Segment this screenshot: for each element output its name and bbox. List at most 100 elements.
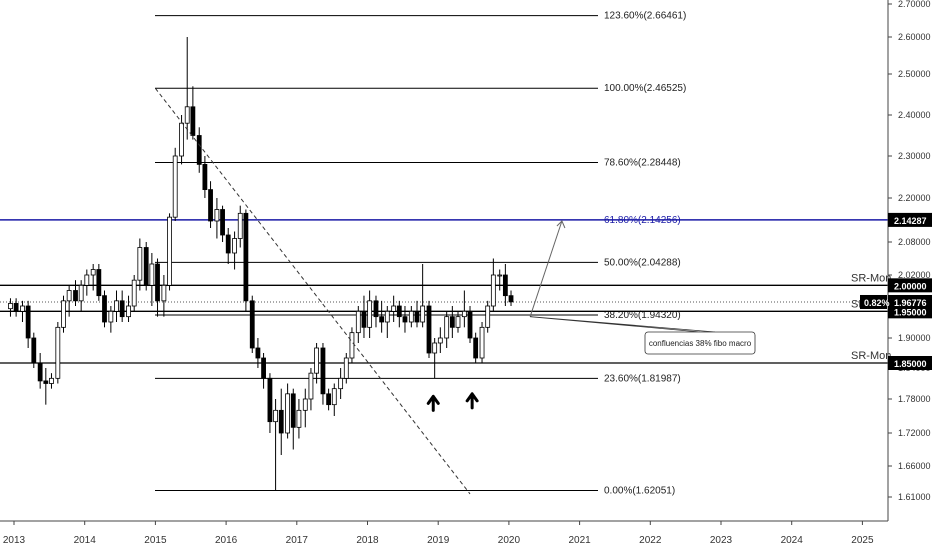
candle-body xyxy=(444,316,450,339)
candle xyxy=(143,242,149,291)
fib-label: 0.00%(1.62051) xyxy=(604,485,675,496)
candle-body xyxy=(190,106,196,136)
time-axis[interactable]: 2013 2014 2015 2016 2017 2018 2019 2020 2021 2022… xyxy=(0,520,888,546)
candle xyxy=(131,275,137,312)
annotation-box[interactable] xyxy=(644,331,756,355)
candle-body xyxy=(349,332,355,359)
candle xyxy=(167,213,172,291)
price-badges: 2.14287 2.00000 1.95000 1.85000 1.96776 0.82% xyxy=(860,212,932,370)
candle xyxy=(343,353,349,384)
candle-body xyxy=(161,284,167,302)
x-tick-label: 2014 xyxy=(74,535,97,546)
candle-body xyxy=(202,163,208,190)
candle xyxy=(473,332,479,363)
candle-body xyxy=(508,295,514,303)
candle-body xyxy=(414,310,420,323)
candle xyxy=(396,300,402,328)
candle xyxy=(402,306,408,333)
candle-body xyxy=(261,357,266,379)
candle xyxy=(338,368,344,399)
sr-badge-text: 1.85000 xyxy=(894,359,927,369)
candle xyxy=(84,269,90,296)
candle-body xyxy=(402,316,408,323)
y-tick-label: 2.20000 xyxy=(898,193,931,203)
candle xyxy=(285,383,291,439)
candle-body xyxy=(114,300,119,312)
candle xyxy=(449,306,455,338)
candle xyxy=(202,156,208,198)
candle xyxy=(414,300,420,328)
candle-body xyxy=(379,316,385,323)
y-tick-label: 2.30000 xyxy=(898,151,931,161)
y-tick-label: 2.08000 xyxy=(898,237,931,247)
candle-body xyxy=(267,377,273,423)
candle-body xyxy=(467,310,473,339)
sr-label: SR-Mon xyxy=(851,272,891,284)
candle-body xyxy=(126,305,131,318)
candle-body xyxy=(338,377,344,390)
candle xyxy=(55,322,61,384)
candle xyxy=(73,280,78,306)
candle xyxy=(220,205,225,242)
y-tick-label: 1.72000 xyxy=(898,428,931,438)
fib-label: 50.00%(2.04288) xyxy=(604,257,681,268)
candle-body xyxy=(43,380,49,384)
candle-body xyxy=(20,305,25,312)
candle xyxy=(184,37,190,140)
annotation-text: confluencias 38% fibo macro xyxy=(649,339,752,348)
candle-body xyxy=(290,393,296,428)
candle xyxy=(8,298,13,317)
projection-arrow xyxy=(529,220,563,317)
candle xyxy=(502,264,508,306)
candle-body xyxy=(220,209,225,236)
candle-body xyxy=(408,310,414,323)
candle-body xyxy=(37,362,43,382)
x-tick-label: 2018 xyxy=(356,535,379,546)
candle xyxy=(308,368,314,411)
current-price-badge-text: 1.96776 xyxy=(894,298,927,308)
candle xyxy=(208,181,213,228)
candle xyxy=(155,258,160,317)
candle xyxy=(373,295,379,328)
change-badge xyxy=(860,294,887,309)
candle xyxy=(13,298,19,317)
candle-body xyxy=(49,377,54,384)
candle-body xyxy=(73,290,78,302)
candle xyxy=(267,373,273,433)
candle-body xyxy=(273,409,278,423)
candle-body xyxy=(143,247,149,286)
candle-body xyxy=(432,342,438,354)
dashed-trendline xyxy=(155,88,471,495)
candle xyxy=(114,290,119,322)
candle xyxy=(37,353,43,389)
fib-label: 78.60%(2.28448) xyxy=(604,158,681,169)
fib-label: 100.00%(2.46525) xyxy=(604,83,686,94)
sr-badge xyxy=(888,278,932,293)
candle-body xyxy=(225,234,231,254)
x-tick-label: 2016 xyxy=(215,535,238,546)
current-price-badge xyxy=(888,294,932,309)
candle-body xyxy=(308,372,314,400)
candle xyxy=(426,300,432,358)
candle-body xyxy=(320,347,326,395)
y-tick-label: 2.70000 xyxy=(898,0,931,9)
candle xyxy=(261,353,266,389)
candle-body xyxy=(296,409,302,428)
candle-body xyxy=(237,212,243,239)
candle xyxy=(108,306,114,333)
candle-body xyxy=(391,305,397,312)
candle xyxy=(467,306,473,343)
candle-body xyxy=(343,357,349,379)
x-tick-label: 2019 xyxy=(427,535,450,546)
candle xyxy=(43,368,49,405)
y-tick-label: 2.02000 xyxy=(898,270,931,280)
y-tick-label: 1.66000 xyxy=(898,461,931,471)
candle-body xyxy=(249,300,255,349)
up-arrow-icon xyxy=(465,392,479,410)
candle xyxy=(379,300,385,333)
x-tick-label: 2024 xyxy=(781,535,804,546)
price-axis[interactable]: 1.610001.660001.720001.780001.840001.900… xyxy=(887,0,931,521)
drawings: confluencias 38% fibo macro xyxy=(155,88,756,495)
candle xyxy=(161,275,167,317)
